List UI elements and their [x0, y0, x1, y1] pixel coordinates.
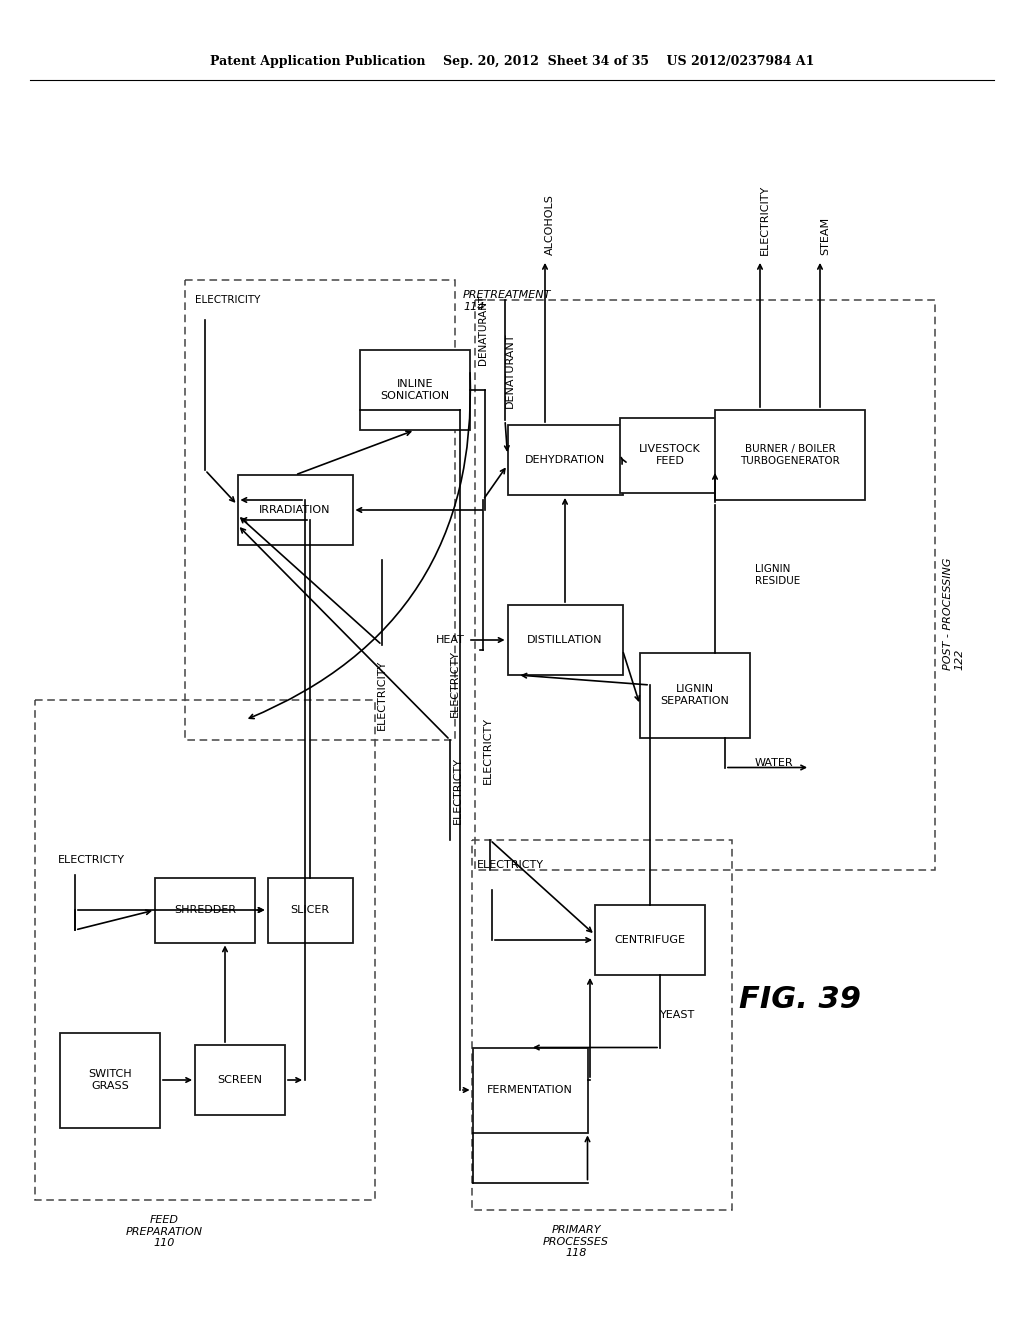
FancyBboxPatch shape [472, 1048, 588, 1133]
FancyBboxPatch shape [640, 652, 750, 738]
Text: LIGNIN
SEPARATION: LIGNIN SEPARATION [660, 684, 729, 706]
FancyBboxPatch shape [620, 417, 720, 492]
FancyBboxPatch shape [508, 605, 623, 675]
Text: ELECTRICTY: ELECTRICTY [477, 861, 544, 870]
FancyBboxPatch shape [360, 350, 470, 430]
Text: SWITCH
GRASS: SWITCH GRASS [88, 1069, 132, 1092]
Text: DENATURANT: DENATURANT [505, 333, 515, 408]
Text: ELECTRICTY: ELECTRICTY [483, 717, 493, 784]
Text: FIG. 39: FIG. 39 [739, 986, 861, 1015]
Text: ELECTRICTY: ELECTRICTY [450, 649, 460, 717]
Text: STEAM: STEAM [820, 216, 830, 255]
Text: SCREEN: SCREEN [217, 1074, 262, 1085]
Text: ALCOHOLS: ALCOHOLS [545, 194, 555, 255]
Text: ELECTRICTY: ELECTRICTY [453, 756, 463, 824]
FancyBboxPatch shape [238, 475, 352, 545]
FancyBboxPatch shape [60, 1032, 160, 1127]
FancyBboxPatch shape [267, 878, 352, 942]
Text: Patent Application Publication    Sep. 20, 2012  Sheet 34 of 35    US 2012/02379: Patent Application Publication Sep. 20, … [210, 55, 814, 69]
Text: CENTRIFUGE: CENTRIFUGE [614, 935, 685, 945]
Text: WATER: WATER [755, 758, 794, 767]
Text: LIVESTOCK
FEED: LIVESTOCK FEED [639, 444, 700, 466]
Text: SHREDDER: SHREDDER [174, 906, 236, 915]
Text: DENATURANT: DENATURANT [478, 294, 488, 366]
FancyBboxPatch shape [195, 1045, 285, 1115]
FancyBboxPatch shape [508, 425, 623, 495]
Text: LIGNIN
RESIDUE: LIGNIN RESIDUE [755, 564, 800, 586]
Text: ELECTRICTY: ELECTRICTY [58, 855, 125, 865]
Text: YEAST: YEAST [660, 1010, 695, 1020]
Text: ELECTRICITY: ELECTRICITY [760, 185, 770, 255]
Text: BURNER / BOILER
TURBOGENERATOR: BURNER / BOILER TURBOGENERATOR [740, 444, 840, 466]
Text: INLINE
SONICATION: INLINE SONICATION [381, 379, 450, 401]
Text: PRETREATMENT
114: PRETREATMENT 114 [463, 290, 551, 312]
Text: POST - PROCESSING
122: POST - PROCESSING 122 [943, 557, 965, 669]
FancyBboxPatch shape [155, 878, 255, 942]
Text: FEED
PREPARATION
110: FEED PREPARATION 110 [126, 1214, 203, 1249]
Text: SLICER: SLICER [291, 906, 330, 915]
FancyBboxPatch shape [715, 411, 865, 500]
Text: HEAT: HEAT [436, 635, 465, 645]
FancyBboxPatch shape [595, 906, 705, 975]
Text: ELECTRICITY: ELECTRICITY [377, 660, 387, 730]
Text: ELECTRICITY: ELECTRICITY [195, 294, 260, 305]
Text: IRRADIATION: IRRADIATION [259, 506, 331, 515]
Text: DEHYDRATION: DEHYDRATION [525, 455, 605, 465]
Text: PRIMARY
PROCESSES
118: PRIMARY PROCESSES 118 [543, 1225, 609, 1258]
Text: DISTILLATION: DISTILLATION [527, 635, 603, 645]
Text: FERMENTATION: FERMENTATION [487, 1085, 573, 1096]
